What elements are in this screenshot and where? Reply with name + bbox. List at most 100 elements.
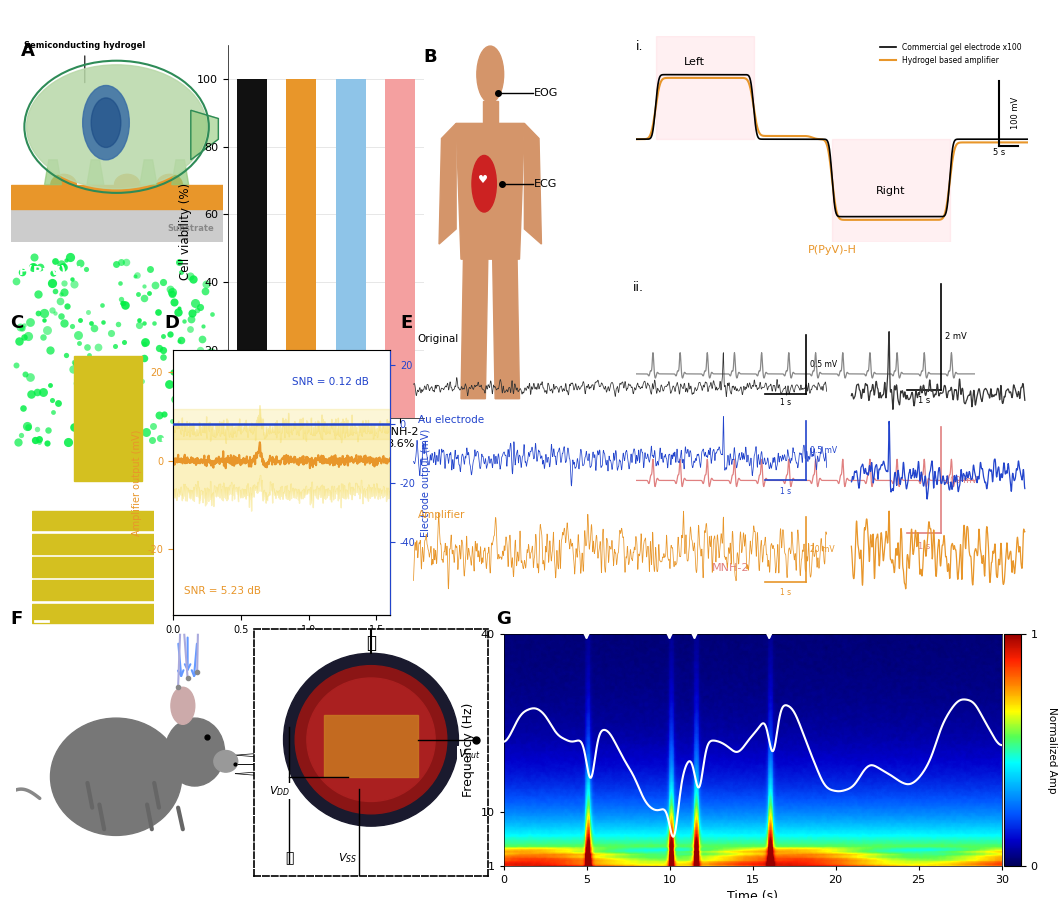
Point <box>205 419 222 434</box>
Ellipse shape <box>165 718 225 786</box>
Point <box>173 384 190 399</box>
Point <box>66 277 83 291</box>
Bar <box>87 360 151 475</box>
Point <box>189 378 206 392</box>
Point <box>94 314 111 329</box>
Point <box>86 321 103 336</box>
Point <box>109 429 126 444</box>
Point <box>29 422 46 436</box>
Bar <box>68 499 147 625</box>
Bar <box>832 139 950 242</box>
Ellipse shape <box>26 65 207 189</box>
Point <box>182 269 199 284</box>
Bar <box>32 558 154 577</box>
Point <box>52 295 69 309</box>
Text: ⏚: ⏚ <box>366 634 376 653</box>
X-axis label: Time (s): Time (s) <box>727 890 778 898</box>
Text: 1 s: 1 s <box>918 396 931 405</box>
Point <box>143 433 160 447</box>
Point <box>55 276 72 290</box>
Point <box>113 296 130 311</box>
Point <box>70 357 87 371</box>
Point <box>202 345 219 359</box>
Point <box>70 335 87 349</box>
Point <box>182 312 199 326</box>
Point <box>17 366 34 381</box>
Point <box>74 366 91 381</box>
Text: Amplifier: Amplifier <box>418 510 465 520</box>
Point <box>81 348 98 362</box>
Point <box>106 407 123 421</box>
Bar <box>74 356 142 481</box>
Text: $V_{DD}$: $V_{DD}$ <box>269 784 290 797</box>
Point <box>187 383 204 398</box>
X-axis label: Time (s): Time (s) <box>259 640 304 650</box>
Point <box>117 391 134 405</box>
Point <box>38 436 55 451</box>
Point <box>204 382 220 396</box>
Point <box>55 316 72 330</box>
Text: D: D <box>164 313 179 331</box>
Text: ♥: ♥ <box>478 175 488 185</box>
Point <box>15 401 32 415</box>
Polygon shape <box>140 160 157 185</box>
Ellipse shape <box>157 174 182 195</box>
Point <box>30 305 47 320</box>
Point <box>116 334 132 348</box>
Point <box>196 433 213 447</box>
Polygon shape <box>456 123 525 260</box>
Point <box>111 364 128 378</box>
Point <box>128 268 145 282</box>
Point <box>66 355 83 369</box>
Point <box>173 265 190 279</box>
Y-axis label: Cell viability (%): Cell viability (%) <box>179 182 192 280</box>
Text: G: G <box>496 610 511 628</box>
Point <box>160 376 177 391</box>
Point <box>38 323 55 338</box>
Text: ⏚: ⏚ <box>285 851 294 866</box>
Point <box>155 329 172 343</box>
Point <box>189 357 206 371</box>
Text: i.: i. <box>636 40 643 53</box>
Bar <box>32 603 154 623</box>
Point <box>130 313 147 328</box>
Point <box>144 418 161 433</box>
Point <box>171 301 188 315</box>
Point <box>171 255 188 269</box>
Point <box>78 339 95 354</box>
Text: Left: Left <box>685 57 705 67</box>
Point <box>43 303 60 317</box>
Bar <box>336 79 366 418</box>
Bar <box>655 36 754 139</box>
Point <box>127 269 144 283</box>
Point <box>136 279 153 294</box>
Point <box>72 431 89 445</box>
Point <box>136 291 153 305</box>
Point <box>47 285 64 299</box>
Point <box>85 434 102 448</box>
Point <box>75 374 92 388</box>
Text: F: F <box>11 610 23 628</box>
Text: 1 s: 1 s <box>918 542 931 551</box>
Ellipse shape <box>472 155 496 212</box>
Point <box>21 314 38 329</box>
Polygon shape <box>11 209 223 242</box>
Point <box>165 295 182 309</box>
Point <box>154 275 171 289</box>
Polygon shape <box>461 260 488 399</box>
Polygon shape <box>439 123 456 244</box>
Point <box>55 260 72 274</box>
Point <box>72 430 89 445</box>
Polygon shape <box>45 160 61 185</box>
Point <box>171 334 188 348</box>
Text: P(PyV)-H: P(PyV)-H <box>19 265 83 278</box>
Point <box>66 420 83 435</box>
Point <box>68 356 85 370</box>
Point <box>114 295 131 310</box>
Point <box>45 405 61 419</box>
Point <box>107 339 124 353</box>
Point <box>50 395 67 409</box>
Ellipse shape <box>51 174 76 195</box>
Text: 0.5 mV: 0.5 mV <box>810 446 837 455</box>
Point <box>198 429 215 444</box>
